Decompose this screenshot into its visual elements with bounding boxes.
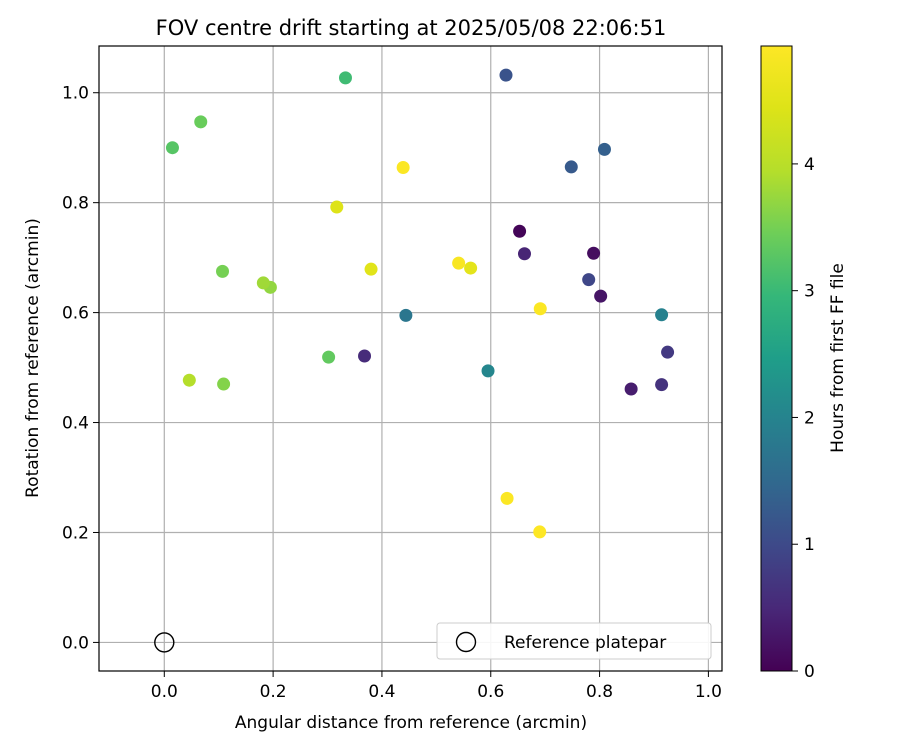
- x-axis-ticks: 0.0 0.2 0.4 0.6 0.8 1.0: [151, 671, 722, 702]
- colorbar-tick-label: 0: [804, 662, 815, 682]
- data-point: [499, 68, 513, 82]
- y-tick-label: 0.4: [62, 414, 89, 434]
- data-point: [358, 349, 372, 363]
- data-point: [500, 491, 514, 505]
- data-point: [330, 200, 344, 214]
- x-tick-label: 0.0: [151, 682, 178, 702]
- data-point: [322, 350, 336, 364]
- x-axis-label: Angular distance from reference (arcmin): [235, 713, 587, 733]
- data-point: [217, 377, 231, 391]
- y-tick-label: 0.2: [62, 523, 89, 543]
- legend-label: Reference platepar: [504, 633, 666, 653]
- y-tick-label: 0.8: [62, 194, 89, 214]
- y-tick-label: 0.6: [62, 304, 89, 324]
- data-point: [256, 276, 270, 290]
- colorbar-gradient: [760, 45, 793, 672]
- data-point: [216, 264, 230, 278]
- legend: Reference platepar: [436, 622, 712, 660]
- data-point: [564, 160, 578, 174]
- data-point: [597, 142, 611, 156]
- data-point: [481, 364, 495, 378]
- data-point: [364, 262, 378, 276]
- y-tick-label: 1.0: [62, 84, 89, 104]
- data-point: [513, 224, 527, 238]
- colorbar-tick-label: 1: [804, 535, 815, 555]
- x-tick-label: 1.0: [695, 682, 722, 702]
- data-point: [655, 308, 669, 322]
- y-tick-label: 0.0: [62, 633, 89, 653]
- reference-marker-group: [154, 632, 175, 653]
- colorbar: 0 1 2 3 4 Hours from first FF file: [760, 45, 848, 682]
- data-point: [464, 261, 478, 275]
- legend-open-circle-marker: [455, 631, 477, 653]
- data-point: [582, 273, 596, 287]
- data-point: [533, 302, 547, 316]
- reference-platepar-marker: [154, 632, 175, 653]
- legend-box: [436, 622, 712, 660]
- colorbar-label: Hours from first FF file: [828, 263, 848, 453]
- data-point: [517, 247, 531, 261]
- data-point: [594, 289, 608, 303]
- colorbar-tick-label: 2: [804, 408, 815, 428]
- data-point: [182, 373, 196, 387]
- data-point: [661, 345, 675, 359]
- colorbar-ticks: 0 1 2 3 4: [792, 155, 815, 682]
- data-point: [533, 525, 547, 539]
- data-point: [452, 256, 466, 270]
- plot-frame: [98, 45, 723, 672]
- grid-lines: [99, 46, 722, 671]
- y-axis-label: Rotation from reference (arcmin): [23, 218, 43, 498]
- y-axis-ticks: 0.0 0.2 0.4 0.6 0.8 1.0: [62, 84, 99, 653]
- data-point: [194, 115, 208, 129]
- data-point: [587, 246, 601, 260]
- x-tick-label: 0.4: [368, 682, 395, 702]
- x-tick-label: 0.6: [477, 682, 504, 702]
- x-tick-label: 0.2: [260, 682, 287, 702]
- data-points: [165, 68, 675, 539]
- data-point: [396, 160, 410, 174]
- x-tick-label: 0.8: [586, 682, 613, 702]
- data-point: [338, 71, 352, 85]
- data-point: [165, 141, 179, 155]
- data-point: [399, 308, 413, 322]
- colorbar-tick-label: 4: [804, 155, 815, 175]
- data-point: [624, 382, 638, 396]
- colorbar-tick-label: 3: [804, 282, 815, 302]
- data-point: [655, 378, 669, 392]
- chart-title: FOV centre drift starting at 2025/05/08 …: [156, 16, 667, 40]
